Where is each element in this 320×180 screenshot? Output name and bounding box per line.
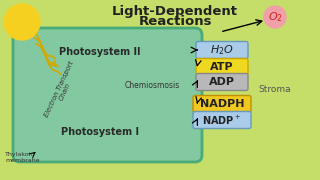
Text: Electron Transport
Chain: Electron Transport Chain <box>43 60 81 120</box>
Text: NADPH: NADPH <box>200 99 244 109</box>
FancyBboxPatch shape <box>13 28 202 162</box>
FancyBboxPatch shape <box>196 42 248 59</box>
Text: Photosystem I: Photosystem I <box>61 127 139 137</box>
Text: Reactions: Reactions <box>138 15 212 28</box>
FancyBboxPatch shape <box>196 73 248 91</box>
Text: ATP: ATP <box>210 62 234 72</box>
Text: $H_2O$: $H_2O$ <box>210 43 234 57</box>
Text: Photosystem II: Photosystem II <box>59 47 141 57</box>
Circle shape <box>4 4 40 40</box>
FancyBboxPatch shape <box>193 111 251 129</box>
FancyBboxPatch shape <box>193 96 251 112</box>
Text: Light-Dependent: Light-Dependent <box>112 5 238 18</box>
FancyBboxPatch shape <box>196 58 248 75</box>
Text: Chemiosmosis: Chemiosmosis <box>124 80 180 89</box>
Text: ADP: ADP <box>209 77 235 87</box>
Text: Thylakoid
membrane: Thylakoid membrane <box>5 152 39 163</box>
Circle shape <box>264 6 286 28</box>
Text: Stroma: Stroma <box>259 86 291 94</box>
Text: $O_2$: $O_2$ <box>268 10 283 24</box>
Text: NADP$^+$: NADP$^+$ <box>202 113 242 127</box>
